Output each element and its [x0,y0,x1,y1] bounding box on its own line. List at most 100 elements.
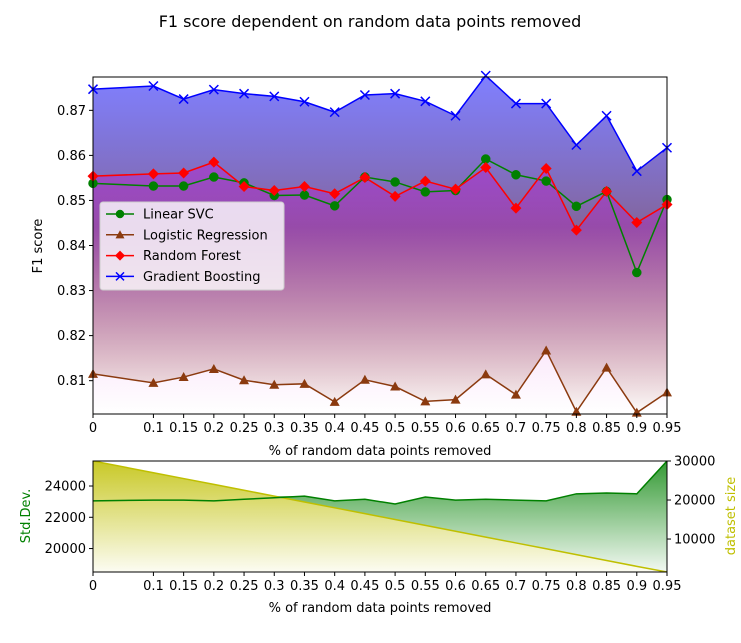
data-point-random-forest [570,224,582,236]
data-point-logistic-regression [571,406,582,416]
legend-item-random-forest: Random Forest [106,249,241,264]
bottom-y-tick-label: 24000 [45,480,86,495]
bottom-y-axis-label: Std.Dev. [19,489,34,544]
data-point-gradient-boosting [390,88,401,99]
data-point-logistic-regression [420,396,431,406]
data-point-gradient-boosting [450,110,461,121]
x-tick-label: 0.15 [169,421,198,436]
legend-label: Logistic Regression [143,228,268,243]
legend-marker [115,271,125,281]
data-point-gradient-boosting [601,110,612,121]
bottom-x-tick-label: 0.3 [264,579,285,594]
legend-label: Linear SVC [143,208,214,223]
bottom-y2-tick-label: 30000 [674,455,715,470]
data-point-random-forest [298,180,310,192]
bottom-x-tick-label: 0.9 [626,579,647,594]
data-point-random-forest [147,168,159,180]
data-point-random-forest [329,188,341,200]
data-point-linear-svc [209,172,219,182]
data-point-logistic-regression [359,374,370,384]
data-point-gradient-boosting [208,84,219,95]
data-point-linear-svc [541,176,551,186]
legend-item-logistic-regression: Logistic Regression [106,228,268,243]
bottom-x-tick-label: 0.25 [230,579,259,594]
x-tick-label: 0.1 [143,421,164,436]
legend-label: Gradient Boosting [143,270,261,285]
x-tick-label: 0.75 [532,421,561,436]
bottom-x-tick-label: 0.8 [566,579,587,594]
data-point-gradient-boosting [631,166,642,177]
bottom-x-axis-label: % of random data points removed [269,601,492,616]
data-point-logistic-regression [390,381,401,391]
bottom-x-tick-label: 0.45 [350,579,379,594]
series-line-dataset-size [93,461,667,572]
data-point-linear-svc [178,181,189,191]
data-point-linear-svc [420,187,431,197]
data-point-linear-svc [511,170,521,180]
x-tick-label: 0.35 [290,421,319,436]
bottom-x-tick-label: 0.35 [290,579,319,594]
x-tick-label: 0.45 [350,421,379,436]
main-y-axis-label: F1 score [31,219,46,274]
legend-item-linear-svc: Linear SVC [106,208,214,223]
data-point-gradient-boosting [329,107,340,118]
y-tick-label: 0.86 [57,149,86,164]
legend-box [99,201,285,291]
x-tick-label: 0 [89,421,97,436]
data-point-linear-svc [632,267,642,278]
x-tick-label: 0.3 [264,421,285,436]
data-point-gradient-boosting [571,140,582,151]
bottom-x-tick-label: 0.2 [203,579,224,594]
y-tick-label: 0.87 [57,104,86,119]
bottom-plot-frame [92,460,668,573]
bottom-x-tick-label: 0.7 [506,579,527,594]
bottom-x-tick-label: 0.6 [445,579,466,594]
data-point-logistic-regression [480,369,491,379]
data-point-linear-svc [571,201,582,212]
data-point-logistic-regression [208,363,219,373]
x-tick-label: 0.65 [471,421,500,436]
x-tick-label: 0.6 [445,421,466,436]
data-point-gradient-boosting [359,89,370,101]
data-point-logistic-regression [329,396,340,406]
data-point-logistic-regression [178,372,189,382]
y-tick-label: 0.81 [57,374,86,389]
y-tick-label: 0.84 [57,239,86,254]
bottom-y2-tick-label: 10000 [674,533,715,548]
chart-title: F1 score dependent on random data points… [159,12,582,31]
bottom-y2-axis-label: dataset size [724,477,739,556]
data-point-random-forest [359,171,371,183]
y-tick-label: 0.85 [57,194,86,209]
series-markers-logistic-regression [88,345,672,417]
bottom-x-tick-label: 0.65 [471,579,500,594]
legend-marker [115,230,125,239]
area-fill-dataset-size [93,461,667,572]
bottom-x-tick-label: 0 [89,579,97,594]
data-point-logistic-regression [269,379,280,389]
data-point-gradient-boosting [269,91,280,102]
data-point-random-forest [510,202,522,214]
bottom-x-tick-label: 0.5 [385,579,406,594]
data-point-logistic-regression [510,389,521,399]
data-point-random-forest [419,175,431,187]
data-point-linear-svc [329,201,340,211]
legend: Linear SVC Logistic Regression Random Fore… [99,201,285,291]
data-point-logistic-regression [299,378,310,388]
data-point-logistic-regression [601,362,612,372]
x-tick-label: 0.85 [592,421,621,436]
bottom-x-tick-label: 0.15 [169,579,198,594]
data-point-gradient-boosting [148,80,159,92]
y-tick-label: 0.83 [57,284,86,299]
data-point-random-forest [268,185,280,197]
data-point-logistic-regression [450,394,461,404]
x-tick-label: 0.5 [385,421,406,436]
data-point-random-forest [389,190,401,202]
x-tick-label: 0.95 [653,421,682,436]
series-markers-gradient-boosting [87,70,673,177]
data-point-random-forest [178,167,190,179]
data-point-gradient-boosting [510,98,521,109]
bottom-x-tick-label: 0.85 [592,579,621,594]
legend-item-gradient-boosting: Gradient Boosting [106,270,261,285]
bottom-x-tick-label: 0.4 [324,579,345,594]
